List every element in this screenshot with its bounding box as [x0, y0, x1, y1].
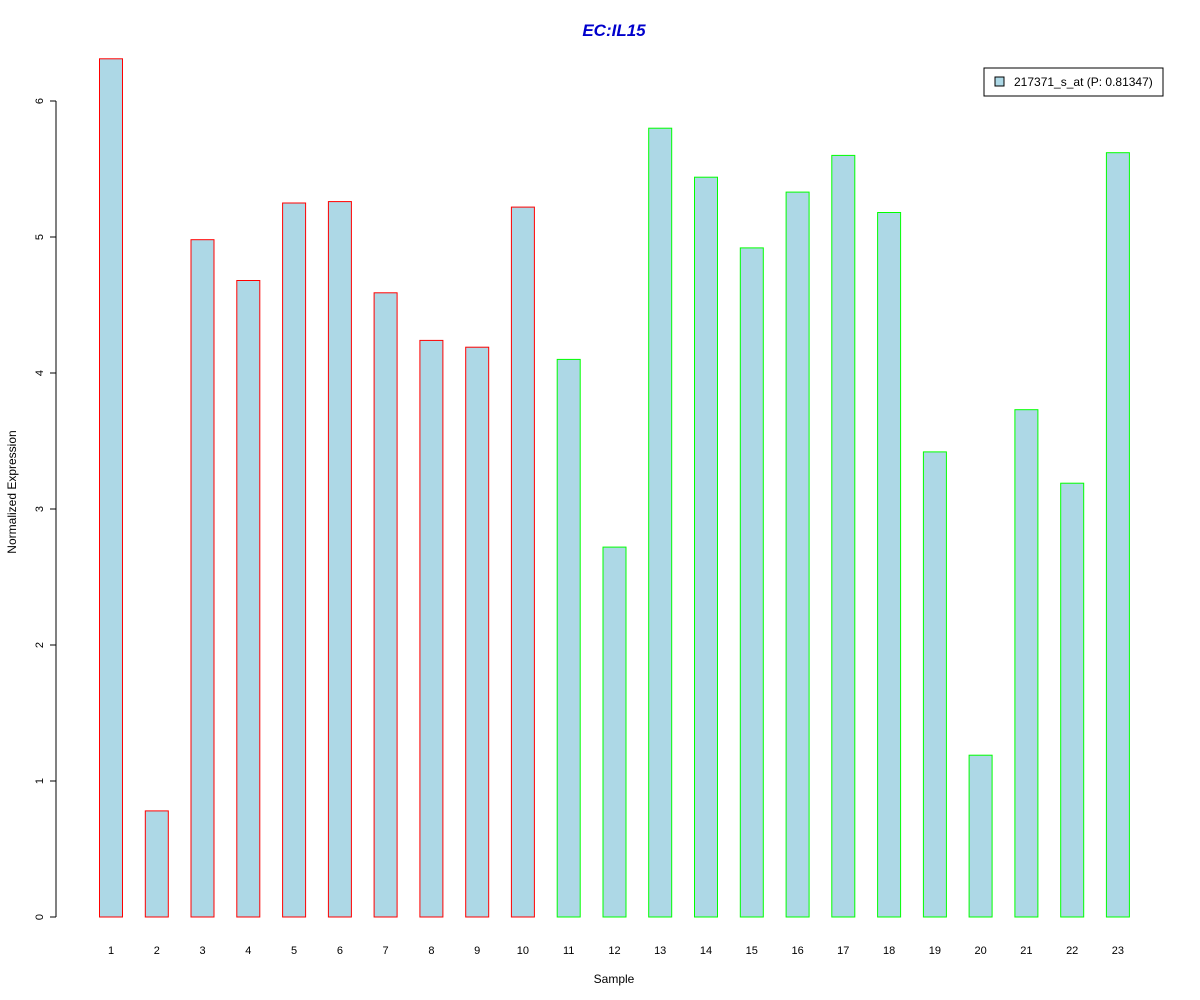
x-tick-label: 19 — [929, 945, 941, 957]
legend: 217371_s_at (P: 0.81347) — [983, 67, 1164, 97]
y-tick-label: 0 — [34, 914, 46, 920]
legend-swatch — [994, 76, 1005, 87]
x-tick-label: 13 — [654, 945, 666, 957]
bar-sample-23 — [1105, 152, 1130, 918]
bar-sample-9 — [465, 346, 490, 918]
x-tick-label: 4 — [245, 945, 251, 957]
bar-sample-20 — [968, 754, 993, 918]
x-tick-label: 9 — [474, 945, 480, 957]
x-tick-label: 3 — [199, 945, 205, 957]
bars — [99, 58, 1130, 918]
y-tick-label: 6 — [34, 98, 46, 104]
x-tick-label: 16 — [791, 945, 803, 957]
bar-sample-17 — [831, 154, 856, 918]
x-axis-label: Sample — [594, 972, 635, 986]
bar-sample-1 — [99, 58, 123, 918]
x-axis: 1 2 3 4 5 6 7 8 9 10 11 12 13 14 15 16 17 18 19 20 21 22 23 — [108, 945, 1124, 957]
y-axis: 0 1 2 3 4 5 6 — [34, 98, 57, 920]
chart-title: EC:IL15 — [582, 21, 646, 40]
bar-sample-22 — [1060, 482, 1085, 918]
x-tick-label: 22 — [1066, 945, 1078, 957]
x-tick-label: 7 — [383, 945, 389, 957]
bar-sample-19 — [922, 451, 947, 918]
bar-sample-5 — [282, 202, 307, 918]
x-tick-label: 6 — [337, 945, 343, 957]
x-tick-label: 5 — [291, 945, 297, 957]
bar-sample-2 — [144, 810, 169, 918]
y-tick-label: 4 — [34, 370, 46, 376]
bar-sample-4 — [236, 280, 261, 918]
legend-box — [983, 67, 1164, 97]
x-tick-label: 15 — [746, 945, 758, 957]
bar-sample-15 — [739, 247, 764, 918]
bar-sample-13 — [648, 127, 673, 918]
y-tick-label: 2 — [34, 642, 46, 648]
bar-sample-10 — [510, 206, 535, 918]
bar-sample-14 — [694, 176, 718, 918]
x-tick-label: 23 — [1112, 945, 1124, 957]
y-tick-label: 5 — [34, 234, 46, 240]
x-tick-label: 17 — [837, 945, 849, 957]
x-tick-label: 1 — [108, 945, 114, 957]
bar-sample-3 — [190, 239, 215, 918]
legend-label: 217371_s_at (P: 0.81347) — [1014, 75, 1153, 89]
x-tick-label: 10 — [517, 945, 529, 957]
bar-sample-8 — [419, 339, 444, 918]
bar-sample-12 — [602, 546, 627, 918]
x-tick-label: 14 — [700, 945, 712, 957]
bar-sample-6 — [327, 201, 352, 918]
x-tick-label: 11 — [563, 945, 574, 957]
bar-sample-7 — [373, 292, 398, 918]
x-tick-label: 12 — [608, 945, 620, 957]
x-tick-label: 20 — [974, 945, 986, 957]
bar-sample-21 — [1014, 409, 1039, 918]
y-tick-label: 1 — [34, 778, 46, 784]
x-tick-label: 8 — [428, 945, 434, 957]
x-tick-label: 21 — [1020, 945, 1032, 957]
bar-sample-11 — [556, 358, 581, 918]
x-tick-label: 18 — [883, 945, 895, 957]
y-tick-label: 3 — [34, 506, 46, 512]
x-tick-label: 2 — [154, 945, 160, 957]
bar-sample-18 — [877, 212, 902, 918]
bar-sample-16 — [785, 191, 810, 918]
y-axis-label: Normalized Expression — [5, 430, 19, 553]
